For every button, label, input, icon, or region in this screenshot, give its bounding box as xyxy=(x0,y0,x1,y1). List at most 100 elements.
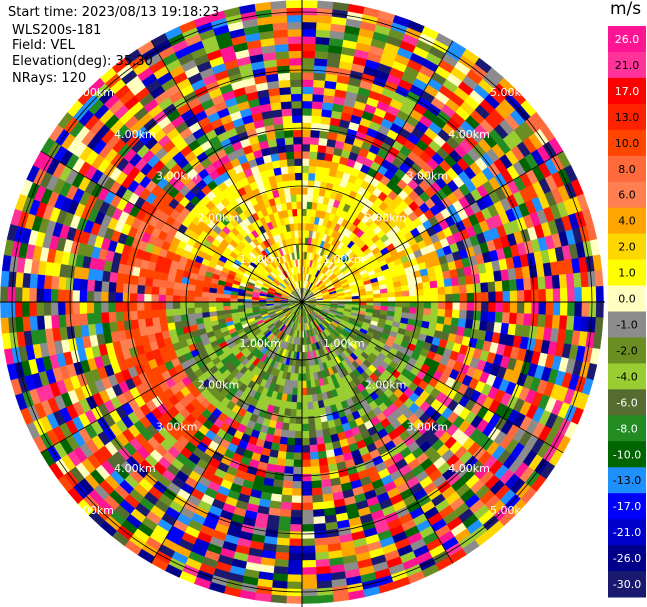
range-gate-cell xyxy=(309,143,319,153)
range-gate-cell xyxy=(408,283,417,291)
range-gate-cell xyxy=(366,294,374,299)
range-gate-cell xyxy=(21,287,30,303)
range-gate-cell xyxy=(373,293,382,299)
range-gate-cell xyxy=(524,301,533,315)
range-gate-cell xyxy=(301,459,311,468)
range-gate-cell xyxy=(307,401,314,410)
range-gate-cell xyxy=(285,451,295,461)
range-gate-cell xyxy=(552,288,561,303)
range-gate-cell xyxy=(297,366,303,375)
range-gate-cell xyxy=(423,308,432,316)
range-gate-cell xyxy=(573,272,582,288)
range-gate-cell xyxy=(301,194,308,202)
range-gate-cell xyxy=(36,301,45,317)
range-gate-cell xyxy=(305,373,311,382)
range-gate-cell xyxy=(129,283,138,294)
range-gate-cell xyxy=(278,79,291,89)
range-gate-cell xyxy=(312,501,325,511)
range-gate-cell xyxy=(312,93,325,103)
range-gate-cell xyxy=(301,359,306,367)
range-gate-cell xyxy=(313,408,321,417)
range-gate-cell xyxy=(166,315,175,324)
range-gate-cell xyxy=(14,286,23,303)
range-gate-cell xyxy=(273,29,289,39)
range-gate-cell xyxy=(288,538,303,547)
range-gate-cell xyxy=(222,301,231,307)
range-gate-cell xyxy=(286,588,303,597)
range-gate-cell xyxy=(558,273,568,289)
range-gate-cell xyxy=(316,158,325,168)
range-gate-cell xyxy=(301,438,310,446)
range-gate-cell xyxy=(464,274,474,285)
range-gate-cell xyxy=(301,559,317,568)
range-gate-cell xyxy=(292,215,299,224)
range-gate-cell xyxy=(279,93,292,103)
range-gate-cell xyxy=(437,286,446,296)
range-gate-cell xyxy=(36,287,45,303)
range-gate-cell xyxy=(72,313,81,327)
range-gate-cell xyxy=(108,281,117,293)
range-gate-cell xyxy=(186,301,195,309)
range-gate-cell xyxy=(502,301,511,314)
range-gate-cell xyxy=(301,7,318,16)
range-gate-cell xyxy=(494,311,504,324)
range-gate-cell xyxy=(595,301,604,319)
range-gate-cell xyxy=(21,301,30,317)
range-gate-cell xyxy=(0,285,9,303)
range-gate-cell xyxy=(466,310,475,321)
range-gate-cell xyxy=(107,301,116,313)
range-gate-cell xyxy=(93,290,102,303)
range-gate-cell xyxy=(314,422,323,431)
range-gate-cell xyxy=(50,301,59,316)
velocity-sectors xyxy=(0,0,604,604)
range-gate-cell xyxy=(143,285,153,295)
range-gate-cell xyxy=(588,301,597,318)
range-gate-cell xyxy=(201,296,210,303)
range-gate-cell xyxy=(271,14,288,24)
range-gate-cell xyxy=(319,123,331,133)
range-gate-cell xyxy=(301,64,315,73)
range-gate-cell xyxy=(317,594,334,604)
range-gate-cell xyxy=(291,394,298,403)
range-gate-cell xyxy=(301,115,313,123)
range-gate-cell xyxy=(301,409,309,418)
range-gate-cell xyxy=(488,291,497,303)
range-gate-cell xyxy=(471,319,481,331)
range-gate-cell xyxy=(287,430,296,439)
range-gate-cell xyxy=(516,301,525,314)
range-gate-cell xyxy=(445,293,454,303)
range-gate-cell xyxy=(301,473,312,482)
range-gate-cell xyxy=(301,28,317,37)
range-gate-cell xyxy=(201,306,210,313)
range-gate-cell xyxy=(301,136,311,145)
range-gate-cell xyxy=(280,494,293,504)
range-gate-cell xyxy=(50,288,59,303)
range-gate-cell xyxy=(285,151,295,160)
range-gate-cell xyxy=(544,275,554,290)
range-gate-cell xyxy=(574,301,583,317)
range-gate-cell xyxy=(471,273,481,285)
range-gate-cell xyxy=(515,278,525,291)
range-gate-cell xyxy=(137,275,147,286)
range-gate-cell xyxy=(313,72,327,81)
range-gate-cell xyxy=(315,558,331,568)
range-gate-cell xyxy=(0,301,9,319)
range-gate-cell xyxy=(464,319,474,330)
range-gate-cell xyxy=(595,285,604,303)
range-gate-cell xyxy=(318,137,329,147)
range-gate-cell xyxy=(359,298,367,303)
range-gate-cell xyxy=(294,423,303,432)
range-gate-cell xyxy=(143,293,152,303)
range-gate-cell xyxy=(301,122,312,131)
range-gate-cell xyxy=(93,279,103,292)
range-gate-cell xyxy=(278,151,288,161)
range-gate-cell xyxy=(481,291,489,303)
range-gate-cell xyxy=(311,115,322,124)
range-gate-cell xyxy=(588,286,597,303)
range-gate-cell xyxy=(14,301,23,318)
range-gate-cell xyxy=(301,402,308,410)
range-gate-cell xyxy=(436,316,446,325)
range-gate-cell xyxy=(136,284,146,294)
range-gate-cell xyxy=(313,79,326,89)
range-gate-cell xyxy=(201,291,210,298)
